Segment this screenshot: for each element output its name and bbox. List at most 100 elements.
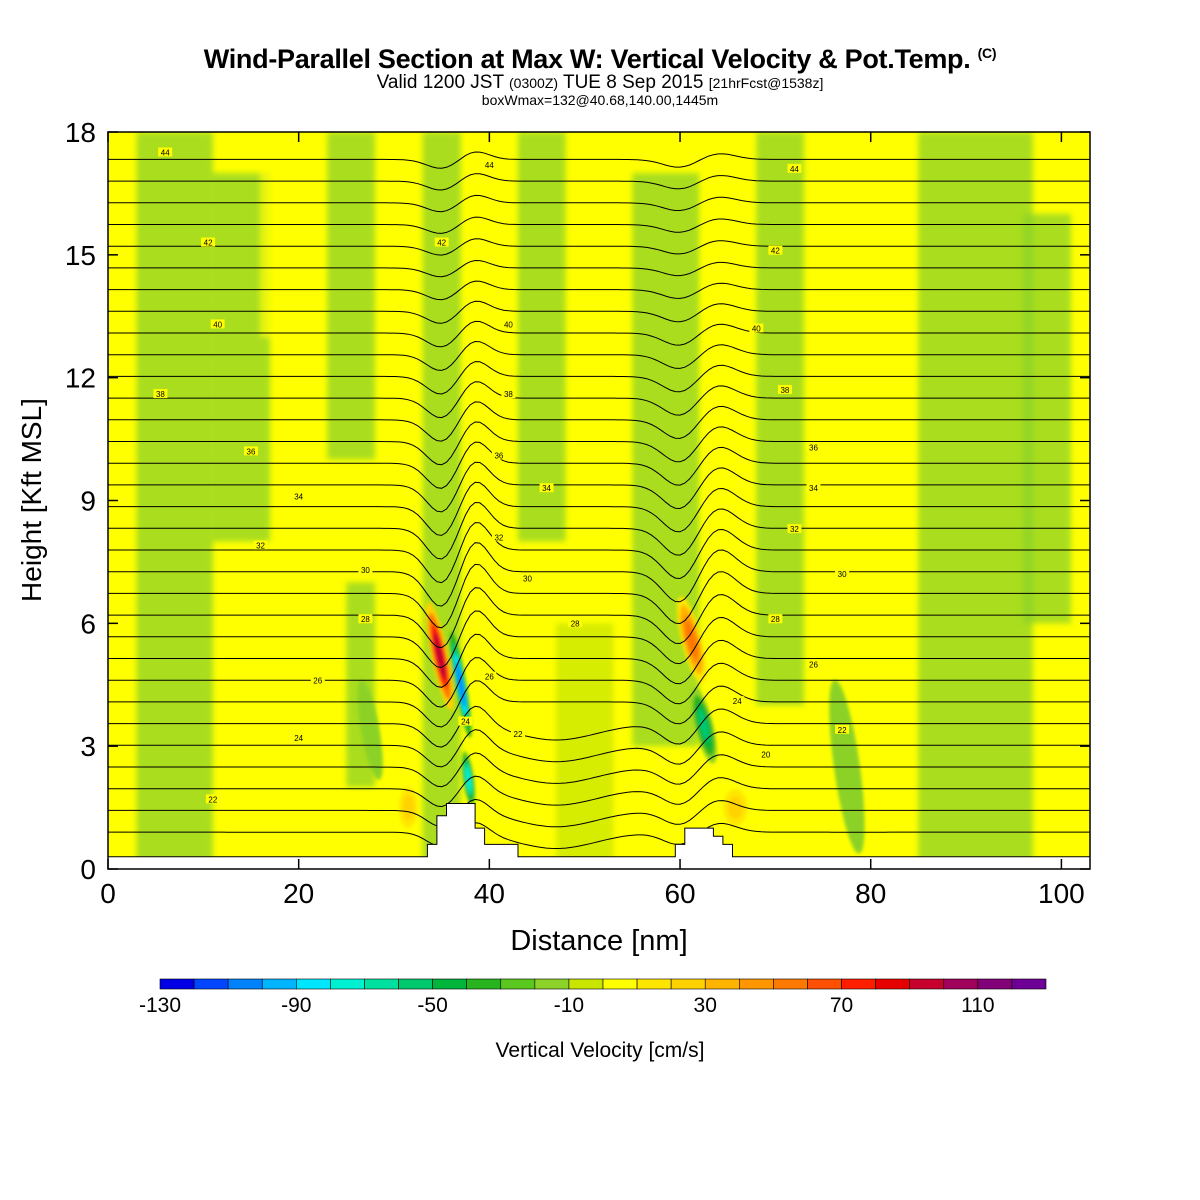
theta-label-bg <box>539 483 554 493</box>
velocity-core <box>730 799 741 816</box>
theta-label-bg <box>358 614 373 624</box>
colorbar-swatch <box>875 978 910 990</box>
colorbar-swatch <box>841 978 876 990</box>
colorbar-swatch <box>739 978 774 990</box>
chart-title: Wind-Parallel Section at Max W: Vertical… <box>0 44 1200 75</box>
y-tick-label: 18 <box>65 117 96 148</box>
theta-label: 28 <box>361 615 370 624</box>
theta-contour <box>108 798 1090 828</box>
theta-label: 32 <box>790 525 799 534</box>
theta-contour <box>108 361 1090 395</box>
theta-label: 30 <box>523 574 532 583</box>
colorbar-swatch <box>943 978 979 990</box>
theta-contour <box>108 542 1090 607</box>
theta-label: 44 <box>161 148 170 157</box>
field-band <box>756 132 804 706</box>
colorbar-label: Vertical Velocity [cm/s] <box>496 1039 705 1062</box>
colorbar-tick-label: -130 <box>139 994 181 1017</box>
theta-contour <box>108 501 1090 560</box>
theta-label: 34 <box>294 492 303 501</box>
colorbar-swatch <box>636 978 672 990</box>
colorbar-tick-label: -90 <box>281 994 311 1017</box>
colorbar-swatch <box>807 978 842 990</box>
colorbar-swatch <box>568 978 604 990</box>
theta-label-bg <box>787 163 802 173</box>
theta-contour <box>108 563 1090 629</box>
y-tick-label: 12 <box>65 363 96 394</box>
theta-label-bg <box>806 483 821 493</box>
forecast-info: [21hrFcst@1538z] <box>708 75 824 91</box>
theta-contour <box>108 194 1090 213</box>
theta-label: 26 <box>313 677 322 686</box>
theta-label: 38 <box>156 390 165 399</box>
theta-label-bg <box>806 659 821 669</box>
theta-label: 26 <box>809 660 818 669</box>
colorbar-swatch <box>909 978 945 990</box>
theta-label-bg <box>491 532 506 542</box>
theta-label-bg <box>510 728 525 738</box>
theta-label: 42 <box>204 239 213 248</box>
theta-label: 38 <box>504 390 513 399</box>
theta-contour <box>108 300 1090 324</box>
theta-label-bg <box>768 614 783 624</box>
x-tick-label: 40 <box>474 878 505 909</box>
theta-label-bg <box>777 384 792 394</box>
colorbar-swatch <box>773 978 808 990</box>
field-band <box>1023 213 1071 624</box>
valid-date: TUE 8 Sep 2015 <box>562 72 704 93</box>
valid-time-utc: (0300Z) <box>509 75 559 91</box>
theta-contour <box>108 775 1090 808</box>
valid-time: Valid 1200 JST <box>376 72 504 93</box>
theta-contour <box>108 610 1090 669</box>
theta-label: 42 <box>437 239 446 248</box>
theta-contour <box>108 216 1090 234</box>
theta-contour <box>108 173 1090 191</box>
theta-label: 28 <box>771 615 780 624</box>
colorbar-swatch <box>977 978 1013 990</box>
theta-contour <box>108 238 1090 256</box>
colorbar-swatch <box>398 978 433 990</box>
x-tick-label: 80 <box>855 878 886 909</box>
theta-label: 38 <box>780 386 789 395</box>
theta-label: 32 <box>494 533 503 542</box>
potential-temperature-contours <box>108 151 1090 850</box>
velocity-core <box>433 632 446 680</box>
theta-contour <box>108 680 1090 728</box>
theta-label-bg <box>158 147 173 157</box>
x-tick-label: 60 <box>664 878 695 909</box>
theta-contour <box>108 280 1090 301</box>
theta-label-bg <box>806 442 821 452</box>
theta-label-bg <box>749 323 764 333</box>
y-tick-label: 9 <box>80 486 96 517</box>
theta-contour <box>108 587 1090 649</box>
theta-contour <box>108 705 1090 748</box>
theta-label: 40 <box>504 320 513 329</box>
field-band <box>327 132 375 460</box>
y-tick-label: 3 <box>80 731 96 762</box>
theta-label-bg <box>835 569 850 579</box>
theta-label-bg <box>758 749 773 759</box>
theta-label-bg <box>458 716 473 726</box>
theta-label-bg <box>501 319 516 329</box>
theta-label: 36 <box>247 447 256 456</box>
colorbar-swatch <box>1011 978 1047 990</box>
theta-contour <box>108 441 1090 489</box>
colorbar-swatch <box>602 978 638 990</box>
colorbar-swatch <box>296 978 331 990</box>
field-band <box>517 132 566 542</box>
colorbar-swatch <box>670 978 706 990</box>
theta-label-bg <box>153 389 168 399</box>
field-band <box>260 172 309 337</box>
colorbar-swatch <box>364 978 399 990</box>
theta-label: 40 <box>752 325 761 334</box>
theta-label: 24 <box>733 697 742 706</box>
theta-label: 22 <box>514 730 523 739</box>
theta-label: 44 <box>790 165 799 174</box>
theta-contour <box>108 151 1090 169</box>
theta-label-bg <box>482 159 497 169</box>
theta-label-bg <box>291 732 306 742</box>
theta-contour <box>108 461 1090 513</box>
field-band <box>556 623 614 869</box>
colorbar-swatch <box>227 978 263 990</box>
